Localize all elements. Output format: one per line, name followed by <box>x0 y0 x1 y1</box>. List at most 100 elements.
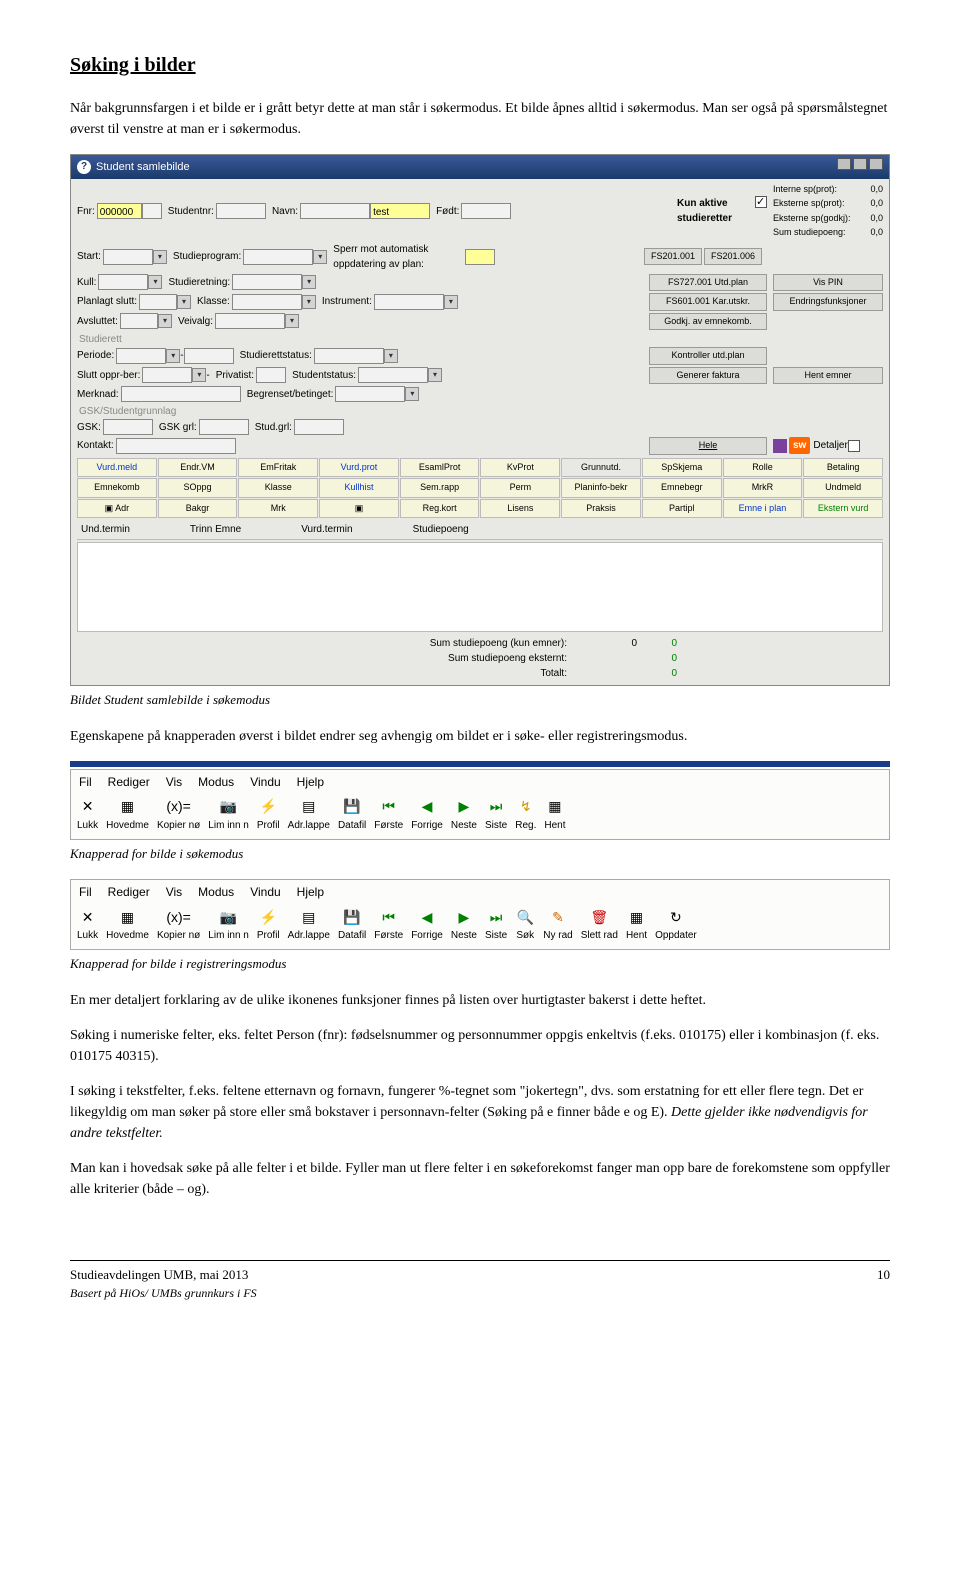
menu-item[interactable]: Fil <box>79 773 92 791</box>
grid-button[interactable]: Rolle <box>723 458 803 478</box>
stud-grl-input[interactable] <box>294 419 344 435</box>
toolbar-button-hovedme[interactable]: ▦Hovedme <box>106 798 149 833</box>
grid-button[interactable]: Emne i plan <box>723 499 803 519</box>
toolbar-button-oppdater[interactable]: ↻Oppdater <box>655 908 697 943</box>
grid-button[interactable]: Endr.VM <box>158 458 238 478</box>
privatist-input[interactable] <box>256 367 286 383</box>
grid-button[interactable]: Kullhist <box>319 478 399 498</box>
planlagt-input[interactable] <box>139 294 177 310</box>
toolbar-button-profil[interactable]: ⚡Profil <box>257 798 280 833</box>
grid-button[interactable]: MrkR <box>723 478 803 498</box>
periode-input[interactable] <box>116 348 166 364</box>
menu-item[interactable]: Vis <box>166 883 182 901</box>
veivalg-input[interactable] <box>215 313 285 329</box>
grid-button[interactable]: Praksis <box>561 499 641 519</box>
instrument-dd[interactable] <box>444 295 458 309</box>
toolbar-button-siste[interactable]: ⏭Siste <box>485 908 507 943</box>
kun-aktive-checkbox[interactable] <box>755 196 767 208</box>
grid-button[interactable]: Perm <box>480 478 560 498</box>
gsk-input[interactable] <box>103 419 153 435</box>
studieprogram-input[interactable] <box>243 249 313 265</box>
kontakt-input[interactable] <box>116 438 236 454</box>
grid-button[interactable]: Ekstern vurd <box>803 499 883 519</box>
toolbar-button-hovedme[interactable]: ▦Hovedme <box>106 908 149 943</box>
grid-button[interactable]: ▣ Adr <box>77 499 157 519</box>
grid-button[interactable]: SOppg <box>158 478 238 498</box>
grid-button[interactable]: Klasse <box>238 478 318 498</box>
toolbar-button-datafil[interactable]: 💾Datafil <box>338 798 366 833</box>
grid-button[interactable]: Undmeld <box>803 478 883 498</box>
avsluttet-input[interactable] <box>120 313 158 329</box>
menu-item[interactable]: Rediger <box>108 883 150 901</box>
sperr-input[interactable] <box>465 249 495 265</box>
detaljer-checkbox[interactable] <box>848 440 860 452</box>
menu-item[interactable]: Fil <box>79 883 92 901</box>
toolbar-button-liminnn[interactable]: 📷Lim inn n <box>208 908 249 943</box>
menu-item[interactable]: Vindu <box>250 883 280 901</box>
toolbar-button-sk[interactable]: 🔍Søk <box>515 908 535 943</box>
menu-item[interactable]: Rediger <box>108 773 150 791</box>
grid-button[interactable]: Bakgr <box>158 499 238 519</box>
generer-faktura-button[interactable]: Generer faktura <box>649 367 767 385</box>
toolbar-button-hent[interactable]: ▦Hent <box>544 798 565 833</box>
fs601-button[interactable]: FS601.001 Kar.utskr. <box>649 293 767 311</box>
toolbar-button-kopiern[interactable]: (x)=Kopier nø <box>157 908 200 943</box>
toolbar-button-lukk[interactable]: ✕Lukk <box>77 908 98 943</box>
grid-button[interactable]: Mrk <box>238 499 318 519</box>
grid-button[interactable]: Planinfo-bekr <box>561 478 641 498</box>
grid-button[interactable]: Partipl <box>642 499 722 519</box>
menu-item[interactable]: Vis <box>166 773 182 791</box>
planlagt-dd[interactable] <box>177 295 191 309</box>
grid-button[interactable]: SpSkjema <box>642 458 722 478</box>
veivalg-dd[interactable] <box>285 314 299 328</box>
navn2-input[interactable]: test <box>370 203 430 219</box>
toolbar-button-adrlappe[interactable]: ▤Adr.lappe <box>288 908 330 943</box>
hent-emner-button[interactable]: Hent emner <box>773 367 883 385</box>
grid-button[interactable]: Reg.kort <box>400 499 480 519</box>
menu-item[interactable]: Modus <box>198 883 234 901</box>
menu-item[interactable]: Modus <box>198 773 234 791</box>
toolbar-button-frste[interactable]: ⏮Første <box>374 798 403 833</box>
toolbar-button-adrlappe[interactable]: ▤Adr.lappe <box>288 798 330 833</box>
studieretning-input[interactable] <box>232 274 302 290</box>
toolbar-button-forrige[interactable]: ◀Forrige <box>411 908 443 943</box>
studieprogram-dd[interactable] <box>313 250 327 264</box>
grid-button[interactable]: KvProt <box>480 458 560 478</box>
begrenset-input[interactable] <box>335 386 405 402</box>
toolbar-button-hent[interactable]: ▦Hent <box>626 908 647 943</box>
fs201-006-button[interactable]: FS201.006 <box>704 248 762 266</box>
studentstatus-input[interactable] <box>358 367 428 383</box>
toolbar-button-frste[interactable]: ⏮Første <box>374 908 403 943</box>
menu-item[interactable]: Hjelp <box>297 773 324 791</box>
navn-input[interactable] <box>300 203 370 219</box>
grid-button[interactable]: Betaling <box>803 458 883 478</box>
fnr-input[interactable]: 000000 <box>97 203 142 219</box>
grid-button[interactable]: Emnekomb <box>77 478 157 498</box>
toolbar-button-profil[interactable]: ⚡Profil <box>257 908 280 943</box>
fs727-button[interactable]: FS727.001 Utd.plan <box>649 274 767 292</box>
kontroller-button[interactable]: Kontroller utd.plan <box>649 347 767 365</box>
vis-pin-button[interactable]: Vis PIN <box>773 274 883 292</box>
menu-bar-2[interactable]: Fil Rediger Vis Modus Vindu Hjelp <box>71 880 889 904</box>
avsluttet-dd[interactable] <box>158 314 172 328</box>
toolbar-button-nyrad[interactable]: ✎Ny rad <box>543 908 572 943</box>
merknad-input[interactable] <box>121 386 241 402</box>
menu-item[interactable]: Hjelp <box>297 883 324 901</box>
studentnr-input[interactable] <box>216 203 266 219</box>
toolbar-button-kopiern[interactable]: (x)=Kopier nø <box>157 798 200 833</box>
start-input[interactable] <box>103 249 153 265</box>
toolbar-button-neste[interactable]: ▶Neste <box>451 798 477 833</box>
window-controls[interactable] <box>835 158 883 176</box>
endringsfunksjoner-button[interactable]: Endringsfunksjoner <box>773 293 883 311</box>
grid-button[interactable]: ▣ <box>319 499 399 519</box>
instrument-input[interactable] <box>374 294 444 310</box>
start-dd[interactable] <box>153 250 167 264</box>
grid-button[interactable]: Vurd.prot <box>319 458 399 478</box>
toolbar-button-neste[interactable]: ▶Neste <box>451 908 477 943</box>
kull-dd[interactable] <box>148 275 162 289</box>
fs201-001-button[interactable]: FS201.001 <box>644 248 702 266</box>
toolbar-button-slettrad[interactable]: 🗑Slett rad <box>581 908 618 943</box>
toolbar-button-lukk[interactable]: ✕Lukk <box>77 798 98 833</box>
grid-button[interactable]: Sem.rapp <box>400 478 480 498</box>
grid-button[interactable]: EmFritak <box>238 458 318 478</box>
